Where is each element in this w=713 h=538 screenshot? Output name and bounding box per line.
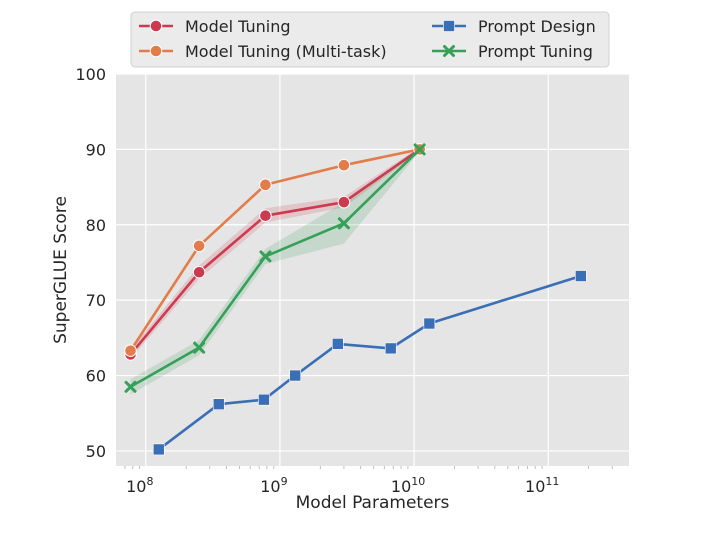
prompt-design-point-7: [575, 270, 587, 282]
model-tuning-point-1: [192, 265, 206, 279]
prompt-design-point-6: [423, 317, 436, 330]
x-tick-exponent-3: 11: [545, 475, 559, 488]
y-tick-label-0: 50: [86, 442, 106, 461]
legend-box: [130, 11, 610, 68]
y-tick-label-5: 100: [75, 65, 106, 84]
prompt-tuning-point-3: [337, 217, 350, 230]
series-markers: [124, 143, 587, 456]
prompt-design-point-5: [384, 342, 397, 355]
prompt-design-point-4: [331, 338, 344, 350]
y-tick-label-4: 90: [86, 140, 106, 159]
model-tuning-point-2: [259, 209, 272, 223]
legend-swatch-marker: [443, 45, 455, 57]
legend-item-model-tuning-multi-task: Model Tuning (Multi-task): [139, 42, 387, 61]
x-tick-exponent-0: 8: [146, 475, 153, 488]
prompt-tuning-point-2: [259, 250, 272, 263]
plot-area: [116, 74, 629, 466]
prompt-tuning-point-1: [193, 341, 206, 354]
legend-label-model-tuning: Model Tuning: [185, 17, 291, 36]
model-tuning-point-3: [337, 195, 351, 209]
legend-item-prompt-tuning: Prompt Tuning: [432, 42, 593, 61]
y-tick-label-1: 60: [86, 367, 106, 386]
y-tick-label-3: 80: [86, 216, 106, 235]
legend-swatch-marker: [149, 44, 163, 58]
x-axis-label: Model Parameters: [296, 493, 450, 513]
prompt-design-point-0: [152, 443, 165, 456]
legend-swatch-marker: [443, 20, 455, 32]
model-tuning-multi-task-point-0: [124, 344, 137, 357]
legend-label-prompt-design: Prompt Design: [478, 17, 596, 36]
prompt-design-point-1: [212, 398, 225, 410]
x-tick-exponent-1: 9: [281, 475, 288, 488]
model-tuning-multi-task-point-1: [192, 239, 206, 253]
legend-item-model-tuning: Model Tuning: [139, 17, 291, 36]
legend-swatch-marker: [149, 19, 163, 33]
prompt-tuning-confidence-band: [130, 147, 420, 395]
grid-layer: [116, 73, 629, 469]
prompt-tuning-point-0: [124, 380, 137, 393]
prompt-design-line: [158, 274, 582, 451]
x-tick-label-0: 108: [126, 475, 153, 496]
legend-label-model-tuning-multi-task: Model Tuning (Multi-task): [185, 42, 387, 61]
model-tuning-multi-task-point-2: [259, 178, 272, 192]
prompt-design-point-3: [289, 369, 302, 382]
legend-label-prompt-tuning: Prompt Tuning: [478, 42, 593, 61]
legend-item-prompt-design: Prompt Design: [432, 17, 596, 36]
prompt-tuning-point-4: [413, 143, 426, 156]
legend: Model Tuning Model Tuning (Multi-task) Pro…: [130, 11, 610, 68]
model-tuning-multi-task-point-3: [337, 158, 351, 172]
y-tick-label-2: 70: [86, 291, 106, 310]
y-axis-label: SuperGLUE Score: [51, 196, 71, 344]
x-tick-label-3: 1011: [525, 475, 559, 496]
x-tick-label-1: 109: [260, 475, 287, 496]
x-tick-exponent-2: 10: [411, 475, 425, 488]
prompt-design-point-2: [258, 393, 270, 406]
